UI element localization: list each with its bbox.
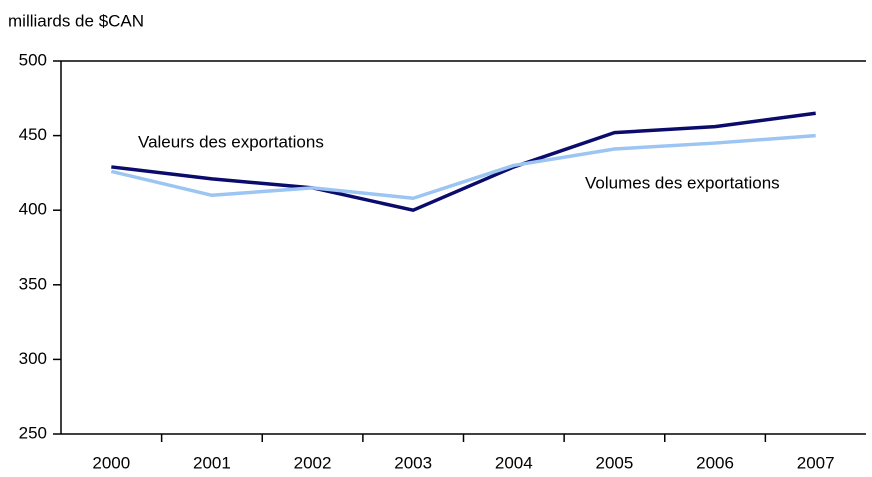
- y-tick-label: 400: [19, 200, 47, 219]
- y-tick-label: 250: [19, 423, 47, 442]
- series-line: [110, 133, 816, 201]
- y-tick-label: 500: [19, 50, 47, 69]
- x-tick-label: 2005: [596, 453, 634, 472]
- y-axis-label: milliards de $CAN: [8, 11, 144, 30]
- x-tick-label: 2001: [193, 453, 231, 472]
- y-tick-label: 450: [19, 125, 47, 144]
- x-tick-label: 2000: [92, 453, 130, 472]
- series-line: [111, 111, 816, 212]
- series-label: Volumes des exportations: [585, 173, 780, 192]
- y-tick-label: 300: [19, 349, 47, 368]
- x-tick-label: 2002: [294, 453, 332, 472]
- x-tick-label: 2003: [394, 453, 432, 472]
- x-tick-label: 2004: [495, 453, 533, 472]
- series-label: Valeurs des exportations: [138, 132, 324, 151]
- x-tick-label: 2006: [696, 453, 734, 472]
- y-tick-label: 350: [19, 274, 47, 293]
- x-tick-label: 2007: [797, 453, 835, 472]
